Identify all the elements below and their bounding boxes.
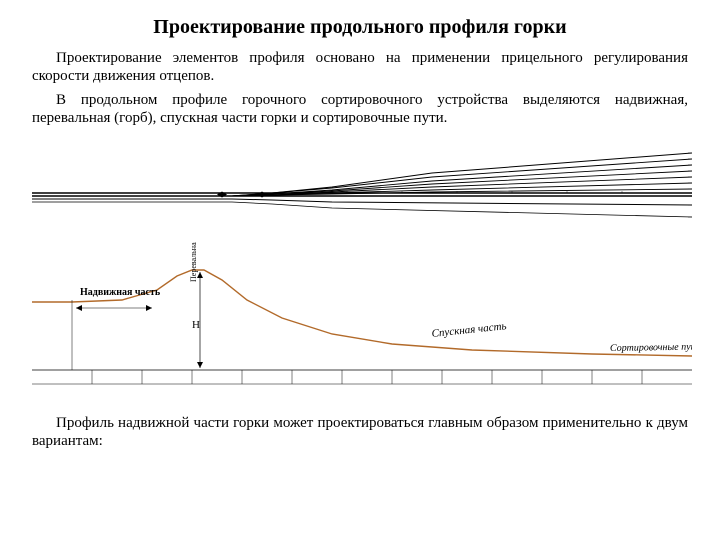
profile-svg: Надвижная часть Перевальная часть (горб) С… [32, 242, 692, 402]
svg-text:Перевальная часть (горб): Перевальная часть (горб) [189, 242, 198, 282]
page-title: Проектирование продольного профиля горки [32, 16, 688, 39]
page: Проектирование продольного профиля горки… [0, 0, 720, 540]
profile-diagram: Надвижная часть Перевальная часть (горб) С… [32, 242, 688, 402]
svg-text:Надвижная часть: Надвижная часть [80, 287, 161, 298]
track-plan-svg [32, 141, 692, 236]
svg-text:Спускная часть: Спускная часть [431, 320, 507, 340]
paragraph-2: В продольном профиле горочного сортирово… [32, 91, 688, 127]
track-plan-diagram [32, 141, 688, 236]
svg-text:Сортировочные пути: Сортировочные пути [610, 341, 692, 354]
paragraph-1: Проектирование элементов профиля основан… [32, 49, 688, 85]
svg-text:H: H [192, 319, 200, 331]
paragraph-3: Профиль надвижной части горки может прое… [32, 414, 688, 450]
